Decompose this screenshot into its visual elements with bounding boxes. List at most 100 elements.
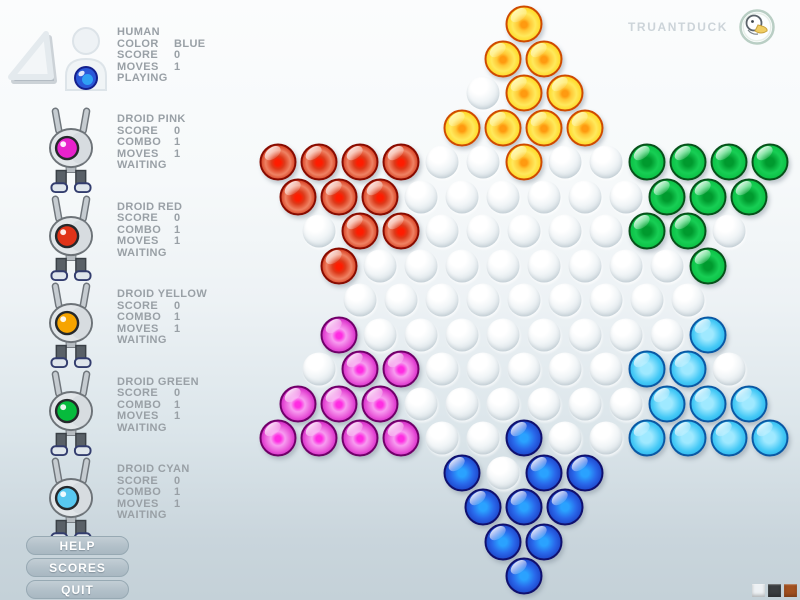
board-hole[interactable] bbox=[445, 180, 479, 213]
marble-blue[interactable] bbox=[505, 488, 542, 526]
marble-cyan[interactable] bbox=[648, 385, 686, 422]
board-hole[interactable] bbox=[445, 318, 479, 351]
board-hole[interactable] bbox=[486, 318, 520, 351]
board-hole[interactable] bbox=[445, 387, 479, 420]
board-hole[interactable] bbox=[548, 352, 581, 386]
board-hole[interactable] bbox=[609, 318, 643, 351]
marble-blue[interactable] bbox=[443, 454, 481, 491]
scores-button[interactable]: SCORES bbox=[26, 558, 129, 577]
marble-red[interactable] bbox=[341, 212, 378, 250]
marble-blue[interactable] bbox=[464, 488, 501, 526]
marble-pink[interactable] bbox=[341, 350, 378, 388]
board-hole[interactable] bbox=[548, 421, 581, 455]
marble-red[interactable] bbox=[341, 143, 378, 181]
board-hole[interactable] bbox=[589, 421, 622, 455]
board-hole[interactable] bbox=[425, 145, 458, 179]
board-hole[interactable] bbox=[609, 387, 643, 420]
marble-green[interactable] bbox=[710, 143, 747, 181]
marble-yellow[interactable] bbox=[505, 5, 542, 43]
quit-button[interactable]: QUIT bbox=[26, 580, 129, 599]
board-hole[interactable] bbox=[650, 318, 684, 351]
board-hole[interactable] bbox=[363, 318, 397, 351]
marble-green[interactable] bbox=[628, 143, 665, 181]
marble-yellow[interactable] bbox=[546, 74, 583, 112]
marble-pink[interactable] bbox=[320, 316, 358, 353]
marble-blue[interactable] bbox=[546, 488, 583, 526]
board-hole[interactable] bbox=[548, 283, 581, 317]
board-hole[interactable] bbox=[527, 318, 561, 351]
board-hole[interactable] bbox=[363, 249, 397, 282]
marble-yellow[interactable] bbox=[505, 74, 542, 112]
marble-pink[interactable] bbox=[259, 419, 296, 457]
marble-pink[interactable] bbox=[279, 385, 317, 422]
board-hole[interactable] bbox=[609, 180, 643, 213]
marble-red[interactable] bbox=[300, 143, 337, 181]
board-hole[interactable] bbox=[589, 214, 622, 248]
marble-cyan[interactable] bbox=[710, 419, 747, 457]
board-hole[interactable] bbox=[343, 283, 376, 317]
board-hole[interactable] bbox=[425, 421, 458, 455]
board-hole[interactable] bbox=[486, 456, 520, 489]
board-hole[interactable] bbox=[609, 249, 643, 282]
marble-blue[interactable] bbox=[525, 523, 563, 560]
marble-green[interactable] bbox=[689, 178, 727, 215]
board-hole[interactable] bbox=[302, 352, 335, 386]
board-hole[interactable] bbox=[445, 249, 479, 282]
board-hole[interactable] bbox=[589, 283, 622, 317]
board-hole[interactable] bbox=[425, 283, 458, 317]
marble-pink[interactable] bbox=[300, 419, 337, 457]
board-hole[interactable] bbox=[466, 421, 499, 455]
marble-red[interactable] bbox=[259, 143, 296, 181]
marble-yellow[interactable] bbox=[525, 40, 563, 77]
marble-green[interactable] bbox=[751, 143, 788, 181]
board-hole[interactable] bbox=[630, 283, 663, 317]
marble-yellow[interactable] bbox=[484, 109, 522, 146]
board-hole[interactable] bbox=[466, 76, 499, 110]
board-hole[interactable] bbox=[466, 352, 499, 386]
board-hole[interactable] bbox=[527, 180, 561, 213]
board-hole[interactable] bbox=[425, 214, 458, 248]
marble-green[interactable] bbox=[669, 212, 706, 250]
theme-swatch-light[interactable] bbox=[752, 584, 765, 597]
marble-cyan[interactable] bbox=[628, 350, 665, 388]
marble-yellow[interactable] bbox=[505, 143, 542, 181]
board-hole[interactable] bbox=[548, 214, 581, 248]
marble-blue[interactable] bbox=[505, 419, 542, 457]
board-hole[interactable] bbox=[404, 387, 438, 420]
board-hole[interactable] bbox=[466, 145, 499, 179]
marble-red[interactable] bbox=[361, 178, 399, 215]
board-hole[interactable] bbox=[568, 387, 602, 420]
board-hole[interactable] bbox=[507, 214, 540, 248]
marble-red[interactable] bbox=[382, 212, 419, 250]
marble-green[interactable] bbox=[689, 247, 727, 284]
marble-yellow[interactable] bbox=[443, 109, 481, 146]
board-hole[interactable] bbox=[302, 214, 335, 248]
marble-blue[interactable] bbox=[484, 523, 522, 560]
marble-green[interactable] bbox=[648, 178, 686, 215]
board-hole[interactable] bbox=[712, 352, 745, 386]
marble-pink[interactable] bbox=[341, 419, 378, 457]
marble-yellow[interactable] bbox=[484, 40, 522, 77]
marble-pink[interactable] bbox=[320, 385, 358, 422]
marble-cyan[interactable] bbox=[751, 419, 788, 457]
board-hole[interactable] bbox=[712, 214, 745, 248]
marble-cyan[interactable] bbox=[689, 316, 727, 353]
marble-red[interactable] bbox=[382, 143, 419, 181]
board-hole[interactable] bbox=[568, 318, 602, 351]
marble-pink[interactable] bbox=[382, 350, 419, 388]
marble-green[interactable] bbox=[730, 178, 768, 215]
board-hole[interactable] bbox=[486, 249, 520, 282]
marble-yellow[interactable] bbox=[525, 109, 563, 146]
board-hole[interactable] bbox=[486, 387, 520, 420]
board-hole[interactable] bbox=[466, 283, 499, 317]
marble-yellow[interactable] bbox=[566, 109, 604, 146]
board-hole[interactable] bbox=[650, 249, 684, 282]
board-hole[interactable] bbox=[507, 352, 540, 386]
board-hole[interactable] bbox=[568, 249, 602, 282]
marble-cyan[interactable] bbox=[669, 419, 706, 457]
marble-pink[interactable] bbox=[361, 385, 399, 422]
marble-red[interactable] bbox=[279, 178, 317, 215]
marble-cyan[interactable] bbox=[730, 385, 768, 422]
marble-green[interactable] bbox=[628, 212, 665, 250]
marble-blue[interactable] bbox=[525, 454, 563, 491]
